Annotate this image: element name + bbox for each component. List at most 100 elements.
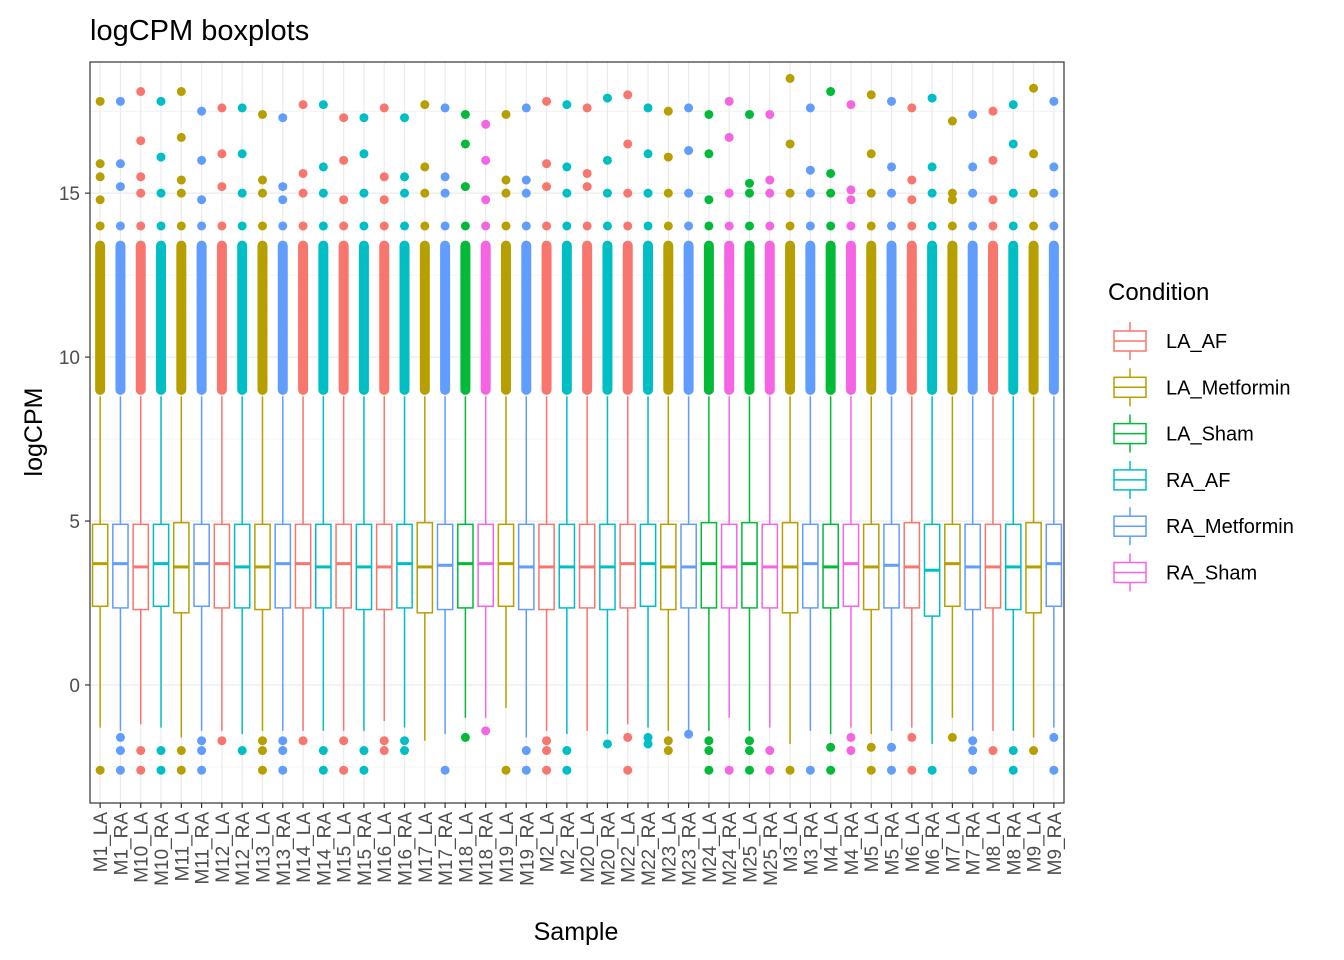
outlier-point [197,254,207,264]
outlier-point [744,352,754,362]
outlier-point [217,326,227,336]
outlier-point [887,221,897,231]
outlier-point [95,280,105,290]
outlier-point [907,254,917,264]
outlier-point [359,326,369,336]
outlier-point [1049,303,1059,313]
outlier-point [359,746,369,756]
outlier-point [501,254,511,264]
outlier-point [1008,303,1018,313]
outlier-point [136,221,146,231]
outlier-point [826,280,836,290]
outlier-point [440,765,450,775]
outlier-point [379,195,389,205]
x-tick-label: M1_LA [91,812,112,873]
outlier-point [866,221,876,231]
x-tick-label: M2_LA [538,812,559,873]
outlier-point [866,90,876,100]
outlier-point [136,188,146,198]
outlier-point [623,732,633,742]
outlier-point [400,221,410,231]
outlier-point [197,765,207,775]
outlier-point [988,221,998,231]
outlier-point [278,254,288,264]
outlier-point [805,254,815,264]
outlier-point [826,168,836,178]
outlier-point [744,188,754,198]
outlier-point [95,221,105,231]
outlier-point [866,280,876,290]
outlier-point [339,280,349,290]
outlier-point [704,221,714,231]
outlier-point [602,155,612,165]
outlier-point [440,303,450,313]
outlier-point [1029,149,1039,159]
outlier-point [1008,100,1018,110]
outlier-point [805,326,815,336]
outlier-point [927,254,937,264]
outlier-point [988,155,998,165]
outlier-point [602,254,612,264]
x-tick-label: M16_LA [375,812,396,883]
outlier-point [318,765,328,775]
outlier-point [907,280,917,290]
x-tick-label: M6_RA [923,812,944,876]
outlier-point [481,155,491,165]
outlier-point [765,254,775,264]
outlier-point [420,378,430,388]
box-M24_RA [720,96,738,775]
outlier-point [481,326,491,336]
outlier-point [826,742,836,752]
x-tick-label: M5_LA [862,812,883,873]
box-M5_RA [883,96,900,775]
outlier-point [724,352,734,362]
panel-border [89,61,1065,804]
outlier-point [115,303,125,313]
outlier-point [542,736,552,746]
x-tick-label: M13_RA [274,812,295,886]
outlier-point [237,326,247,336]
outlier-point [643,739,653,749]
outlier-point [440,378,450,388]
outlier-point [704,195,714,205]
outlier-point [440,103,450,113]
outlier-point [744,746,754,756]
legend-item-LA_Metformin: LA_Metformin [1113,368,1291,407]
outlier-point [420,188,430,198]
outlier-point [1008,352,1018,362]
outlier-point [176,221,186,231]
box-M11_RA [193,106,210,775]
outlier-point [866,188,876,198]
outlier-point [907,378,917,388]
outlier-point [582,280,592,290]
outlier-point [400,303,410,313]
outlier-point [440,172,450,182]
x-tick-label: M12_LA [213,812,234,883]
outlier-point [521,352,531,362]
outlier-point [744,736,754,746]
boxes [91,73,1063,775]
outlier-point [704,736,714,746]
outlier-point [460,326,470,336]
outlier-point [623,139,633,149]
outlier-point [684,352,694,362]
outlier-point [1029,326,1039,336]
outlier-point [704,254,714,264]
outlier-point [602,378,612,388]
outlier-point [257,188,267,198]
outlier-point [176,188,186,198]
y-tick-label: 15 [59,184,80,205]
outlier-point [400,378,410,388]
outlier-point [136,326,146,336]
outlier-point [602,303,612,313]
outlier-point [278,280,288,290]
outlier-point [420,303,430,313]
outlier-point [765,188,775,198]
outlier-point [1008,221,1018,231]
outlier-point [947,195,957,205]
outlier-point [1049,280,1059,290]
outlier-point [95,172,105,182]
outlier-point [460,352,470,362]
outlier-point [947,378,957,388]
